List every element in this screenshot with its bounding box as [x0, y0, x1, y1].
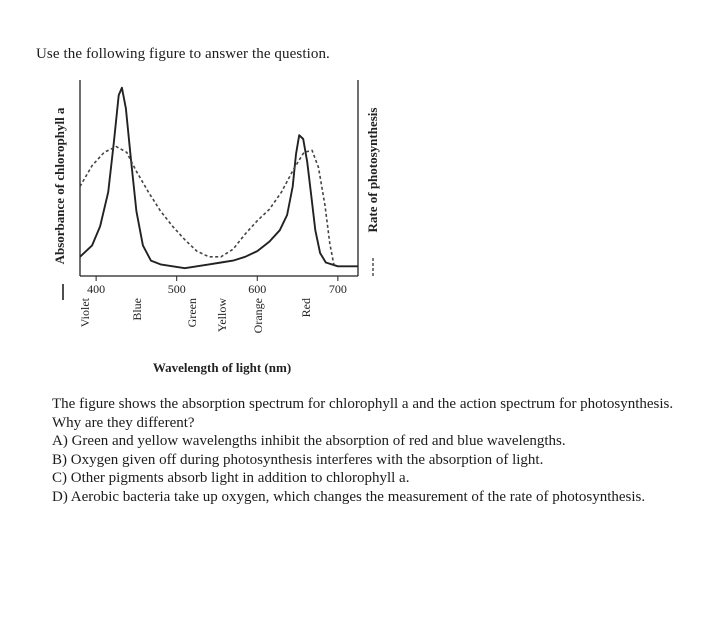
- spectrum-chart: 400 500 600 700 Violet Blue Green Yellow Orange…: [52, 80, 380, 375]
- color-band-label: Violet: [78, 297, 92, 327]
- chlorophyll-absorbance-line: [79, 86, 358, 270]
- y-axis-label-left: Absorbance of chlorophyll a: [52, 107, 67, 264]
- answer-option-b: B) Oxygen given off during photosynthesi…: [52, 451, 544, 468]
- color-bands-layer: Violet Blue Green Yellow Orange Red: [78, 297, 313, 333]
- question-block: The figure shows the absorption spectrum…: [52, 395, 702, 506]
- x-tick-label: 600: [248, 282, 266, 296]
- curves-layer: [79, 86, 358, 270]
- chart-frame: [79, 80, 359, 277]
- intro-text: Use the following figure to answer the q…: [36, 46, 330, 62]
- y-axis-label-right: Rate of photosynthesis: [365, 108, 380, 233]
- answer-option-a: A) Green and yellow wavelengths inhibit …: [52, 433, 566, 449]
- color-band-label: Blue: [130, 298, 144, 321]
- color-band-label: Red: [299, 298, 313, 317]
- rate-of-photosynthesis-line: [79, 145, 335, 265]
- answer-option-d: D) Aerobic bacteria take up oxygen, whic…: [52, 488, 646, 505]
- color-band-label: Yellow: [215, 298, 229, 332]
- x-axis-label: Wavelength of light (nm): [153, 360, 291, 375]
- color-band-label: Orange: [251, 298, 265, 333]
- question-stem: The figure shows the absorption spectrum…: [52, 396, 674, 431]
- x-tick-label: 500: [168, 282, 186, 296]
- x-tick-label: 400: [87, 282, 105, 296]
- x-ticks-layer: 400 500 600 700: [87, 276, 347, 296]
- x-tick-label: 700: [329, 282, 347, 296]
- color-band-label: Green: [185, 298, 199, 327]
- answer-option-c: C) Other pigments absorb light in additi…: [52, 470, 410, 486]
